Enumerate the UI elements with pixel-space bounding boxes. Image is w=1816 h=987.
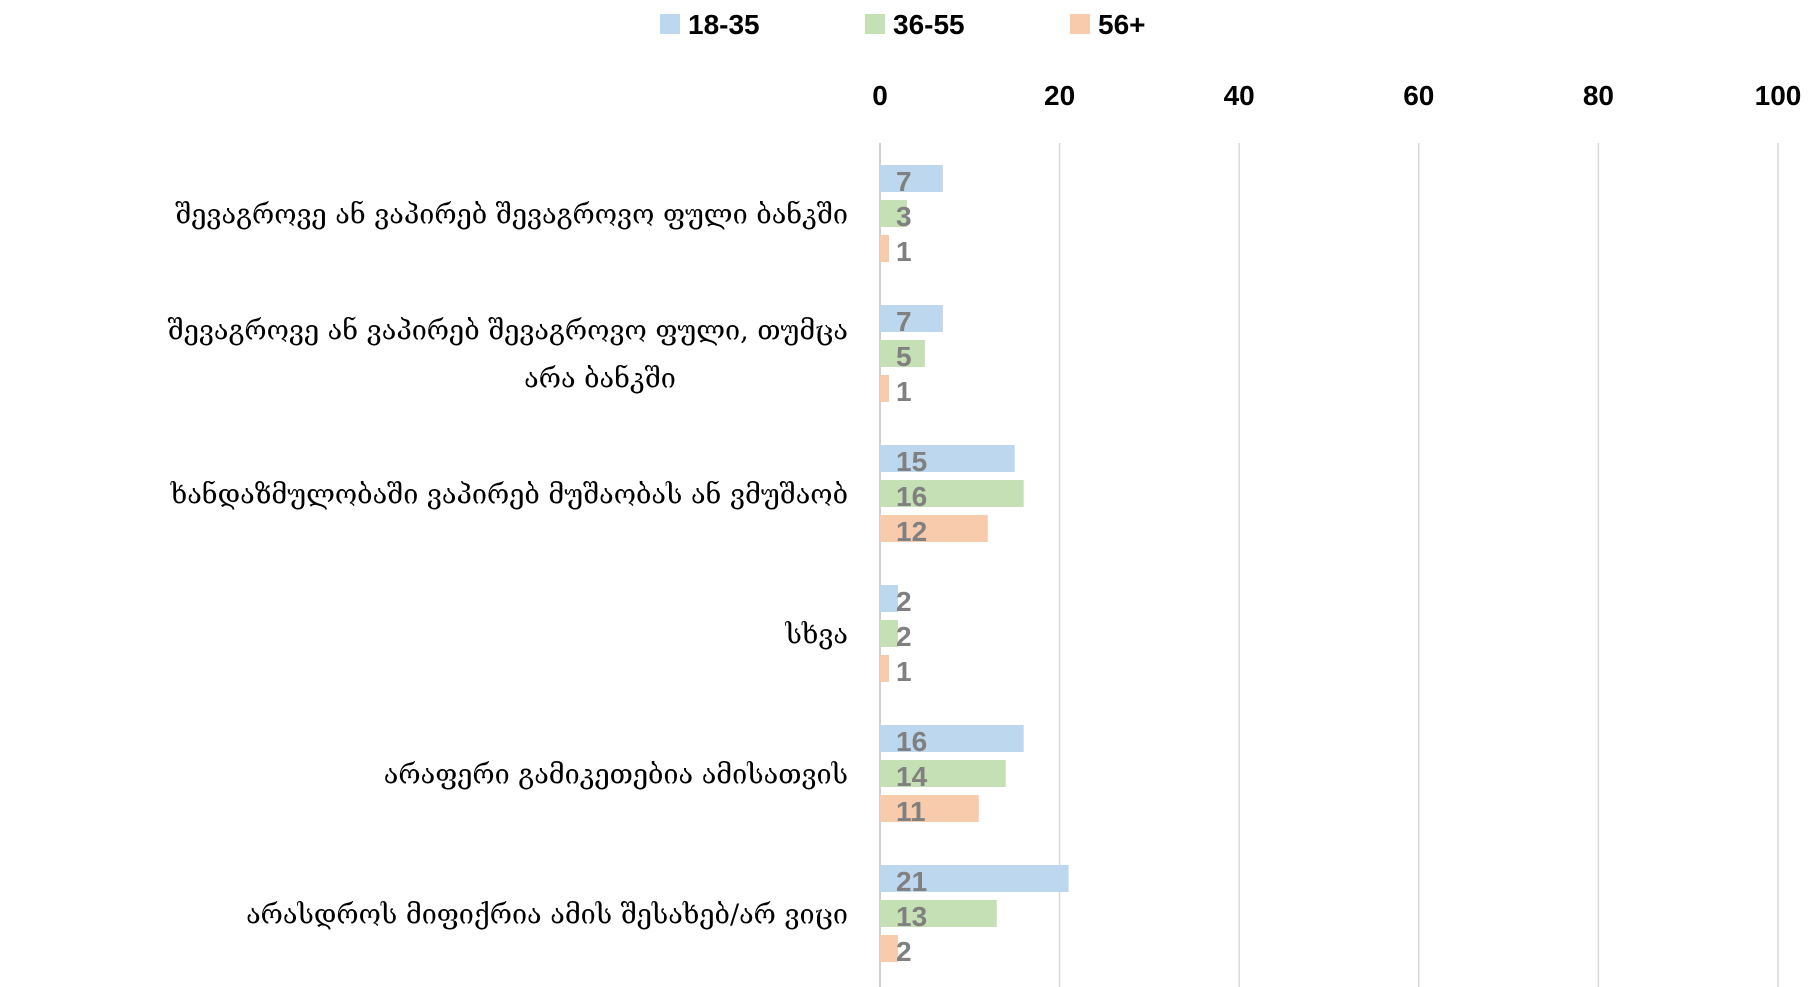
data-label: 1 bbox=[896, 236, 912, 267]
bar bbox=[880, 305, 943, 332]
data-label: 7 bbox=[896, 306, 912, 337]
bar-group: 21 13 2 bbox=[880, 865, 1069, 967]
data-label: 2 bbox=[896, 586, 912, 617]
data-label: 13 bbox=[896, 901, 927, 932]
category-label: არაფერი გამიკეთებია ამისათვის bbox=[384, 760, 848, 791]
data-label: 11 bbox=[896, 796, 926, 827]
legend-label: 18-35 bbox=[688, 9, 760, 40]
bar bbox=[880, 445, 1015, 472]
legend-swatch bbox=[865, 14, 885, 34]
bar-group: 2 2 1 bbox=[880, 585, 912, 687]
bar bbox=[880, 200, 907, 227]
legend-label: 36-55 bbox=[893, 9, 965, 40]
x-tick-label: 0 bbox=[872, 80, 888, 111]
bar bbox=[880, 935, 898, 962]
bar bbox=[880, 585, 898, 612]
x-tick-label: 100 bbox=[1755, 80, 1802, 111]
category-label: არასდროს მიფიქრია ამის შესახებ/არ ვიცი bbox=[246, 900, 848, 931]
data-label: 1 bbox=[896, 656, 912, 687]
bar bbox=[880, 795, 979, 822]
data-label: 14 bbox=[896, 761, 928, 792]
bar bbox=[880, 515, 988, 542]
category-label: შევაგროვე ან ვაპირებ შევაგროვო ფული ბანკ… bbox=[175, 200, 848, 231]
x-tick-label: 80 bbox=[1583, 80, 1614, 111]
legend: 18-35 36-55 56+ bbox=[660, 9, 1146, 40]
data-label: 7 bbox=[896, 166, 912, 197]
legend-label: 56+ bbox=[1098, 9, 1146, 40]
category-labels: შევაგროვე ან ვაპირებ შევაგროვო ფული ბანკ… bbox=[168, 200, 848, 931]
data-label: 15 bbox=[896, 446, 927, 477]
bar-group: 16 14 11 bbox=[880, 725, 1024, 827]
bar bbox=[880, 235, 889, 262]
bar bbox=[880, 165, 943, 192]
gridlines bbox=[1058, 143, 1779, 987]
bar bbox=[880, 865, 1069, 892]
bar bbox=[880, 655, 889, 682]
data-label: 12 bbox=[896, 516, 927, 547]
legend-item-18-35: 18-35 bbox=[660, 9, 760, 40]
x-tick-label: 20 bbox=[1044, 80, 1075, 111]
bar bbox=[880, 375, 889, 402]
category-label: არა ბანკში bbox=[524, 364, 676, 395]
data-label: 3 bbox=[896, 201, 912, 232]
bar bbox=[880, 900, 997, 927]
data-label: 5 bbox=[896, 341, 912, 372]
category-label: სხვა bbox=[784, 620, 848, 651]
bar bbox=[880, 620, 898, 647]
legend-swatch bbox=[1070, 14, 1090, 34]
data-label: 16 bbox=[896, 726, 927, 757]
category-label: შევაგროვე ან ვაპირებ შევაგროვო ფული, თუმ… bbox=[168, 316, 848, 347]
bar-group: 15 16 12 bbox=[880, 445, 1024, 547]
data-label: 2 bbox=[896, 936, 912, 967]
data-label: 16 bbox=[896, 481, 927, 512]
bar-group: 7 3 1 bbox=[880, 165, 943, 267]
bar bbox=[880, 760, 1006, 787]
bar-group: 7 5 1 bbox=[880, 305, 943, 407]
legend-item-36-55: 36-55 bbox=[865, 9, 965, 40]
bar bbox=[880, 480, 1024, 507]
legend-item-56+: 56+ bbox=[1070, 9, 1146, 40]
bar bbox=[880, 340, 925, 367]
legend-swatch bbox=[660, 14, 680, 34]
bar bbox=[880, 725, 1024, 752]
x-axis-ticks: 0 20 40 60 80 100 bbox=[872, 80, 1801, 111]
category-label: ხანდაზმულობაში ვაპირებ მუშაობას ან ვმუშა… bbox=[170, 480, 848, 511]
data-label: 21 bbox=[896, 866, 927, 897]
data-label: 2 bbox=[896, 621, 912, 652]
x-tick-label: 60 bbox=[1403, 80, 1434, 111]
x-tick-label: 40 bbox=[1224, 80, 1255, 111]
data-label: 1 bbox=[896, 376, 912, 407]
